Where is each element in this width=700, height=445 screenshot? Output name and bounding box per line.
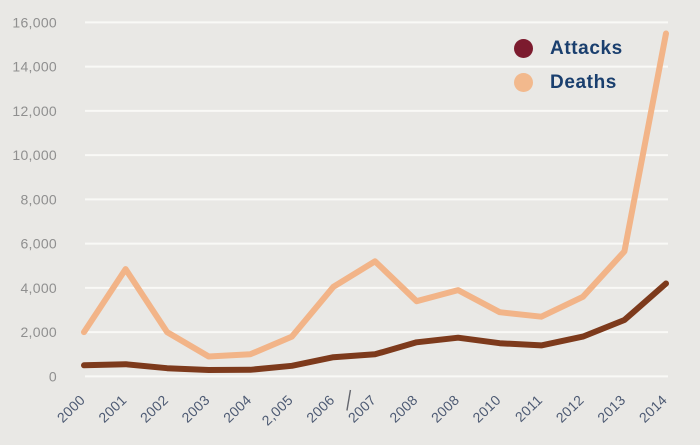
x-tick-label: 2004: [220, 392, 254, 426]
x-tick-label: 2000: [54, 392, 88, 426]
text-cursor: [346, 389, 352, 411]
y-tick-label: 16,000: [12, 14, 57, 30]
chart-legend: Attacks Deaths: [514, 38, 623, 93]
y-tick-label: 4,000: [20, 280, 57, 296]
legend-item-attacks: Attacks: [514, 38, 623, 59]
attacks-line: [81, 280, 669, 373]
attacks-legend-label: Attacks: [550, 38, 623, 59]
x-tick-label: 2010: [469, 392, 503, 426]
y-tick-label: 6,000: [20, 236, 57, 252]
deaths-legend-label: Deaths: [550, 72, 617, 93]
x-tick-label: 2002: [137, 392, 171, 426]
x-tick-label: 2012: [553, 392, 587, 426]
legend-item-deaths: Deaths: [514, 72, 623, 93]
x-tick-label: 2003: [178, 392, 212, 426]
x-tick-label: 2001: [95, 392, 129, 426]
x-tick-label: 2008: [428, 392, 462, 426]
deaths-line: [81, 30, 669, 360]
y-tick-label: 10,000: [12, 147, 57, 163]
y-tick-label: 2,000: [20, 324, 57, 340]
x-tick-label: 2008: [386, 392, 420, 426]
y-tick-label: 0: [49, 368, 57, 384]
y-tick-label: 8,000: [20, 191, 57, 207]
deaths-legend-swatch-icon: [514, 73, 533, 92]
x-tick-label: 2014: [636, 392, 670, 426]
attacks-legend-swatch-icon: [514, 39, 533, 58]
x-tick-label: 2,005: [259, 392, 296, 429]
y-tick-label: 14,000: [12, 59, 57, 75]
y-tick-label: 12,000: [12, 103, 57, 119]
x-tick-label: 2013: [594, 392, 628, 426]
x-tick-label: 2006: [303, 392, 337, 426]
x-tick-label: 2011: [512, 392, 546, 425]
